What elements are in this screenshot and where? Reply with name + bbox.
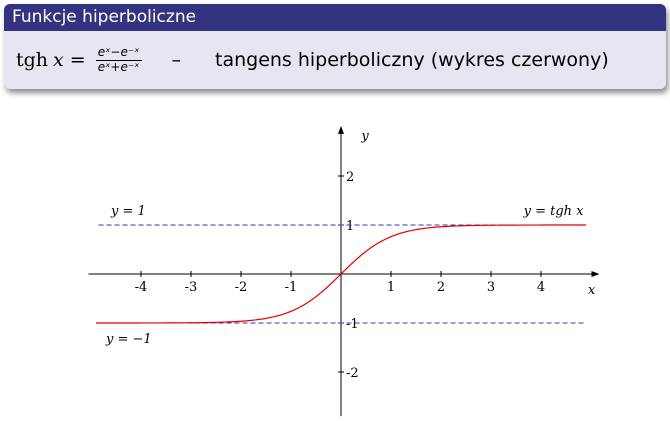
tanh-curve — [96, 224, 586, 324]
asymptote-label-upper: y = 1 — [110, 204, 146, 219]
formula-function: tgh — [16, 49, 49, 71]
definition-block: Funkcje hiperboliczne tgh x = eˣ−e⁻ˣ eˣ+… — [4, 4, 666, 89]
x-tick-label: -3 — [185, 280, 198, 295]
x-tick-label: 2 — [437, 280, 445, 295]
y-axis-label: y — [360, 129, 369, 144]
x-tick-label: -2 — [235, 280, 248, 295]
y-tick-label: 2 — [346, 170, 354, 185]
formula-denominator: eˣ+e⁻ˣ — [97, 59, 140, 74]
definition-description: tangens hiperboliczny (wykres czerwony) — [215, 49, 609, 71]
curve-label: y = tgh x — [523, 204, 585, 219]
formula-numerator: eˣ−e⁻ˣ — [95, 44, 142, 61]
x-axis-arrow — [591, 271, 600, 277]
asymptote-label-lower: y = −1 — [105, 332, 152, 347]
block-title: Funkcje hiperboliczne — [4, 4, 666, 31]
x-tick-label: -1 — [285, 280, 298, 295]
separator-dash: – — [171, 49, 182, 71]
y-tick-label: -2 — [346, 366, 359, 381]
x-axis-label: x — [588, 283, 596, 298]
y-tick-label: -1 — [346, 317, 359, 332]
x-tick-label: -4 — [135, 280, 148, 295]
y-tick-label: 1 — [346, 219, 354, 234]
formula-variable: x — [53, 49, 64, 71]
formula-fraction: eˣ−e⁻ˣ eˣ+e⁻ˣ — [95, 44, 142, 75]
x-tick-label: 4 — [537, 280, 545, 295]
definition-body: tgh x = eˣ−e⁻ˣ eˣ+e⁻ˣ – tangens hiperbol… — [4, 31, 666, 89]
x-tick-label: 1 — [387, 280, 395, 295]
x-tick-label: 3 — [487, 280, 495, 295]
formula-equals: = — [69, 49, 86, 71]
y-axis-arrow — [338, 125, 344, 134]
